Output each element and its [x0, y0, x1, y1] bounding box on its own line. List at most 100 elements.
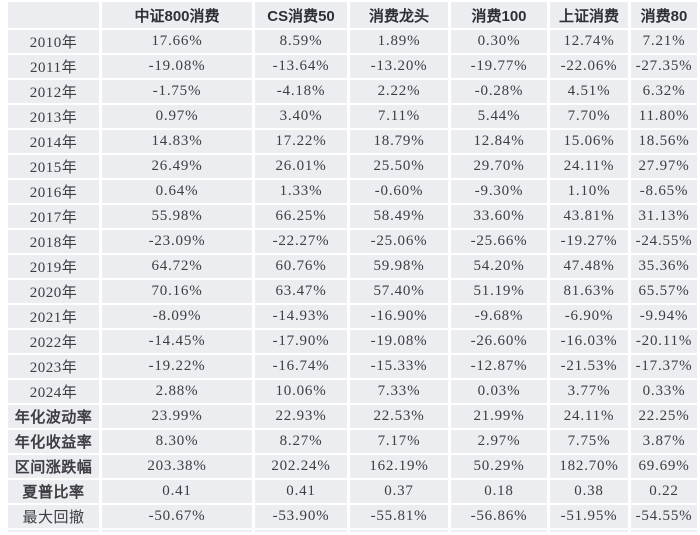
table-row: 2024年 2.88% 10.06% 7.33% 0.03% 3.77% 0.33%: [8, 380, 697, 403]
value-cell: -15.33%: [350, 355, 448, 378]
table-row: 2010年 17.66% 8.59% 1.89% 0.30% 12.74% 7.21%: [8, 30, 697, 53]
row-label: 2020年: [8, 280, 99, 303]
value-cell: 24.11%: [550, 155, 628, 178]
table-row: 2016年 0.64% 1.33% -0.60% -9.30% 1.10% -8.65%: [8, 180, 697, 203]
value-cell: 54.20%: [451, 255, 547, 278]
value-cell: -20.11%: [631, 330, 697, 353]
table-row: 最大回撤 -50.67% -53.90% -55.81% -56.86% -51.95% -…: [8, 505, 697, 528]
row-label: 区间涨跌幅: [8, 455, 99, 478]
value-cell: -19.08%: [350, 330, 448, 353]
column-header: 中证800消费: [102, 2, 252, 28]
value-cell: -6.90%: [550, 305, 628, 328]
row-label: 2014年: [8, 130, 99, 153]
row-label: 2013年: [8, 105, 99, 128]
value-cell: 0.64%: [102, 180, 252, 203]
table-row: 2012年 -1.75% -4.18% 2.22% -0.28% 4.51% 6.32%: [8, 80, 697, 103]
row-label: 2011年: [8, 55, 99, 78]
value-cell: 8.59%: [255, 30, 347, 53]
value-cell: 31.13%: [631, 205, 697, 228]
cutoff-cell: [631, 530, 697, 532]
value-cell: -16.74%: [255, 355, 347, 378]
value-cell: -26.60%: [451, 330, 547, 353]
value-cell: 7.70%: [550, 105, 628, 128]
value-cell: 0.41: [102, 480, 252, 503]
value-cell: -55.81%: [350, 505, 448, 528]
cutoff-cell: [102, 530, 252, 532]
value-cell: -8.09%: [102, 305, 252, 328]
row-label: 2024年: [8, 380, 99, 403]
value-cell: 64.72%: [102, 255, 252, 278]
value-cell: 0.03%: [451, 380, 547, 403]
row-label: 2023年: [8, 355, 99, 378]
table-row: 2019年 64.72% 60.76% 59.98% 54.20% 47.48% 35.36…: [8, 255, 697, 278]
value-cell: 22.93%: [255, 405, 347, 428]
column-header: 消费龙头: [350, 2, 448, 28]
value-cell: 22.53%: [350, 405, 448, 428]
value-cell: 21.99%: [451, 405, 547, 428]
row-label: 最大回撤: [8, 505, 99, 528]
value-cell: 3.40%: [255, 105, 347, 128]
value-cell: 0.22: [631, 480, 697, 503]
cutoff-row: [8, 530, 697, 532]
value-cell: 10.06%: [255, 380, 347, 403]
value-cell: 7.11%: [350, 105, 448, 128]
row-label: 2019年: [8, 255, 99, 278]
table-row: 2023年 -19.22% -16.74% -15.33% -12.87% -21.53%…: [8, 355, 697, 378]
value-cell: -25.66%: [451, 230, 547, 253]
value-cell: -17.37%: [631, 355, 697, 378]
value-cell: -13.20%: [350, 55, 448, 78]
table-row: 区间涨跌幅 203.38% 202.24% 162.19% 50.29% 182.70% 6…: [8, 455, 697, 478]
value-cell: 7.17%: [350, 430, 448, 453]
value-cell: 0.33%: [631, 380, 697, 403]
value-cell: 8.27%: [255, 430, 347, 453]
value-cell: -19.77%: [451, 55, 547, 78]
value-cell: -21.53%: [550, 355, 628, 378]
cutoff-cell: [550, 530, 628, 532]
cutoff-cell: [350, 530, 448, 532]
value-cell: -24.55%: [631, 230, 697, 253]
value-cell: 0.37: [350, 480, 448, 503]
value-cell: 59.98%: [350, 255, 448, 278]
value-cell: -8.65%: [631, 180, 697, 203]
row-label: 2021年: [8, 305, 99, 328]
row-label: 年化波动率: [8, 405, 99, 428]
row-label: 2012年: [8, 80, 99, 103]
value-cell: 0.97%: [102, 105, 252, 128]
value-cell: 1.10%: [550, 180, 628, 203]
value-cell: -53.90%: [255, 505, 347, 528]
value-cell: 29.70%: [451, 155, 547, 178]
value-cell: -9.30%: [451, 180, 547, 203]
value-cell: 203.38%: [102, 455, 252, 478]
table-row: 年化波动率 23.99% 22.93% 22.53% 21.99% 24.11% 22.25…: [8, 405, 697, 428]
value-cell: -23.09%: [102, 230, 252, 253]
row-label: 2015年: [8, 155, 99, 178]
value-cell: -16.03%: [550, 330, 628, 353]
value-cell: 57.40%: [350, 280, 448, 303]
column-header: CS消费50: [255, 2, 347, 28]
cutoff-cell: [8, 530, 99, 532]
cutoff-cell: [451, 530, 547, 532]
row-label: 2022年: [8, 330, 99, 353]
value-cell: -19.27%: [550, 230, 628, 253]
value-cell: 33.60%: [451, 205, 547, 228]
table-row: 夏普比率 0.41 0.41 0.37 0.18 0.38 0.22: [8, 480, 697, 503]
value-cell: -0.60%: [350, 180, 448, 203]
header-row: 中证800消费 CS消费50 消费龙头 消费100 上证消费 消费80: [8, 2, 697, 28]
value-cell: 43.81%: [550, 205, 628, 228]
value-cell: 7.21%: [631, 30, 697, 53]
consumption-index-table: 中证800消费 CS消费50 消费龙头 消费100 上证消费 消费80 2010年 17.6…: [5, 0, 700, 534]
value-cell: -25.06%: [350, 230, 448, 253]
value-cell: 65.57%: [631, 280, 697, 303]
value-cell: 26.01%: [255, 155, 347, 178]
value-cell: 55.98%: [102, 205, 252, 228]
row-label: 2016年: [8, 180, 99, 203]
value-cell: 7.33%: [350, 380, 448, 403]
value-cell: 3.77%: [550, 380, 628, 403]
value-cell: -17.90%: [255, 330, 347, 353]
column-header: 消费80: [631, 2, 697, 28]
value-cell: 50.29%: [451, 455, 547, 478]
value-cell: 27.97%: [631, 155, 697, 178]
value-cell: 6.32%: [631, 80, 697, 103]
column-header: 消费100: [451, 2, 547, 28]
